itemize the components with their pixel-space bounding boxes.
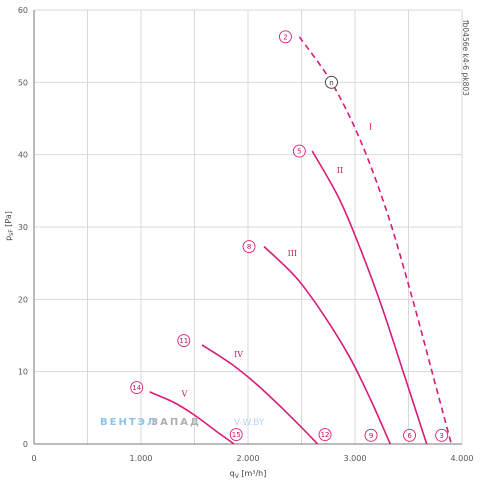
- tick-labels: 0 1.000 2.000 3.000 4.000 0 10 20 30 40 50 60: [18, 6, 474, 463]
- grid-lines: [33, 9, 463, 445]
- point-marker-label: 12: [321, 431, 330, 439]
- point-marker-circle: [325, 75, 338, 89]
- point-marker-label: 11: [179, 337, 188, 345]
- series-label: I: [369, 122, 372, 131]
- series-line-iii: [263, 245, 392, 445]
- series-group: [149, 36, 453, 445]
- point-marker: 5: [292, 144, 306, 158]
- point-marker-label: 3: [439, 432, 443, 440]
- point-marker-circle: [130, 381, 144, 395]
- y-axis-title: psF [Pa]: [4, 211, 15, 241]
- point-marker-circle: [435, 428, 449, 442]
- series-line-v: [149, 391, 235, 445]
- x-tick-label: 4.000: [451, 454, 474, 463]
- point-marker-circle: [292, 144, 306, 158]
- point-marker-circle: [177, 334, 191, 348]
- point-marker: 2: [279, 30, 292, 44]
- y-tick-label: 0: [23, 440, 28, 449]
- watermark-part3: V-W.BY: [234, 418, 265, 428]
- point-marker: 3: [435, 428, 449, 442]
- point-marker-label: 14: [132, 384, 141, 392]
- point-marker: 6: [403, 428, 417, 442]
- point-marker-label: 8: [247, 243, 251, 251]
- point-marker-label: 15: [232, 431, 241, 439]
- point-marker: 9: [364, 428, 378, 442]
- y-tick-label: 10: [18, 368, 28, 377]
- watermark-part2: ЗАПАД: [151, 417, 201, 428]
- point-marker-label: 9: [369, 432, 373, 440]
- point-marker-circle: [364, 428, 378, 442]
- y-tick-label: 30: [18, 223, 28, 232]
- point-markers: 2 n 5 8 11 14 15 12 9 6 3: [130, 30, 449, 442]
- point-marker: 8: [242, 240, 256, 253]
- series-label: III: [288, 249, 297, 258]
- y-tick-label: 40: [18, 151, 28, 160]
- series-label: II: [337, 166, 343, 175]
- point-marker-label: 5: [297, 148, 301, 156]
- point-marker-circle: [242, 240, 256, 253]
- point-marker: 11: [177, 334, 191, 348]
- watermark: ВЕНТЭЛ ЗАПАД V-W.BY: [100, 417, 265, 428]
- x-tick-label: 3.000: [344, 454, 367, 463]
- point-marker-circle: [318, 428, 332, 442]
- point-marker-circle: [229, 428, 243, 442]
- y-tick-label: 20: [18, 295, 28, 304]
- point-marker: 15: [229, 428, 243, 442]
- point-marker-label: n: [329, 79, 333, 87]
- series-line-iv: [201, 344, 319, 445]
- series-line-ii: [311, 150, 428, 445]
- side-code: fb0456e k4-6 pk803: [461, 20, 470, 96]
- x-axis-title: qV [m³/h]: [230, 469, 267, 480]
- x-tick-label: 0: [31, 454, 36, 463]
- point-marker-circle: [279, 30, 292, 44]
- point-marker: n: [325, 75, 338, 89]
- y-tick-label: 50: [18, 78, 28, 87]
- series-label: IV: [234, 350, 243, 359]
- point-marker: 12: [318, 428, 332, 442]
- point-marker: 14: [130, 381, 144, 395]
- x-tick-label: 1.000: [130, 454, 153, 463]
- watermark-part1: ВЕНТЭЛ: [100, 417, 157, 428]
- point-marker-label: 6: [407, 432, 412, 440]
- y-tick-label: 60: [18, 6, 28, 15]
- point-marker-label: 2: [283, 33, 287, 41]
- point-marker-circle: [403, 428, 417, 442]
- x-tick-label: 2.000: [237, 454, 260, 463]
- series-label: V: [181, 389, 188, 398]
- series-line-i: [298, 36, 453, 445]
